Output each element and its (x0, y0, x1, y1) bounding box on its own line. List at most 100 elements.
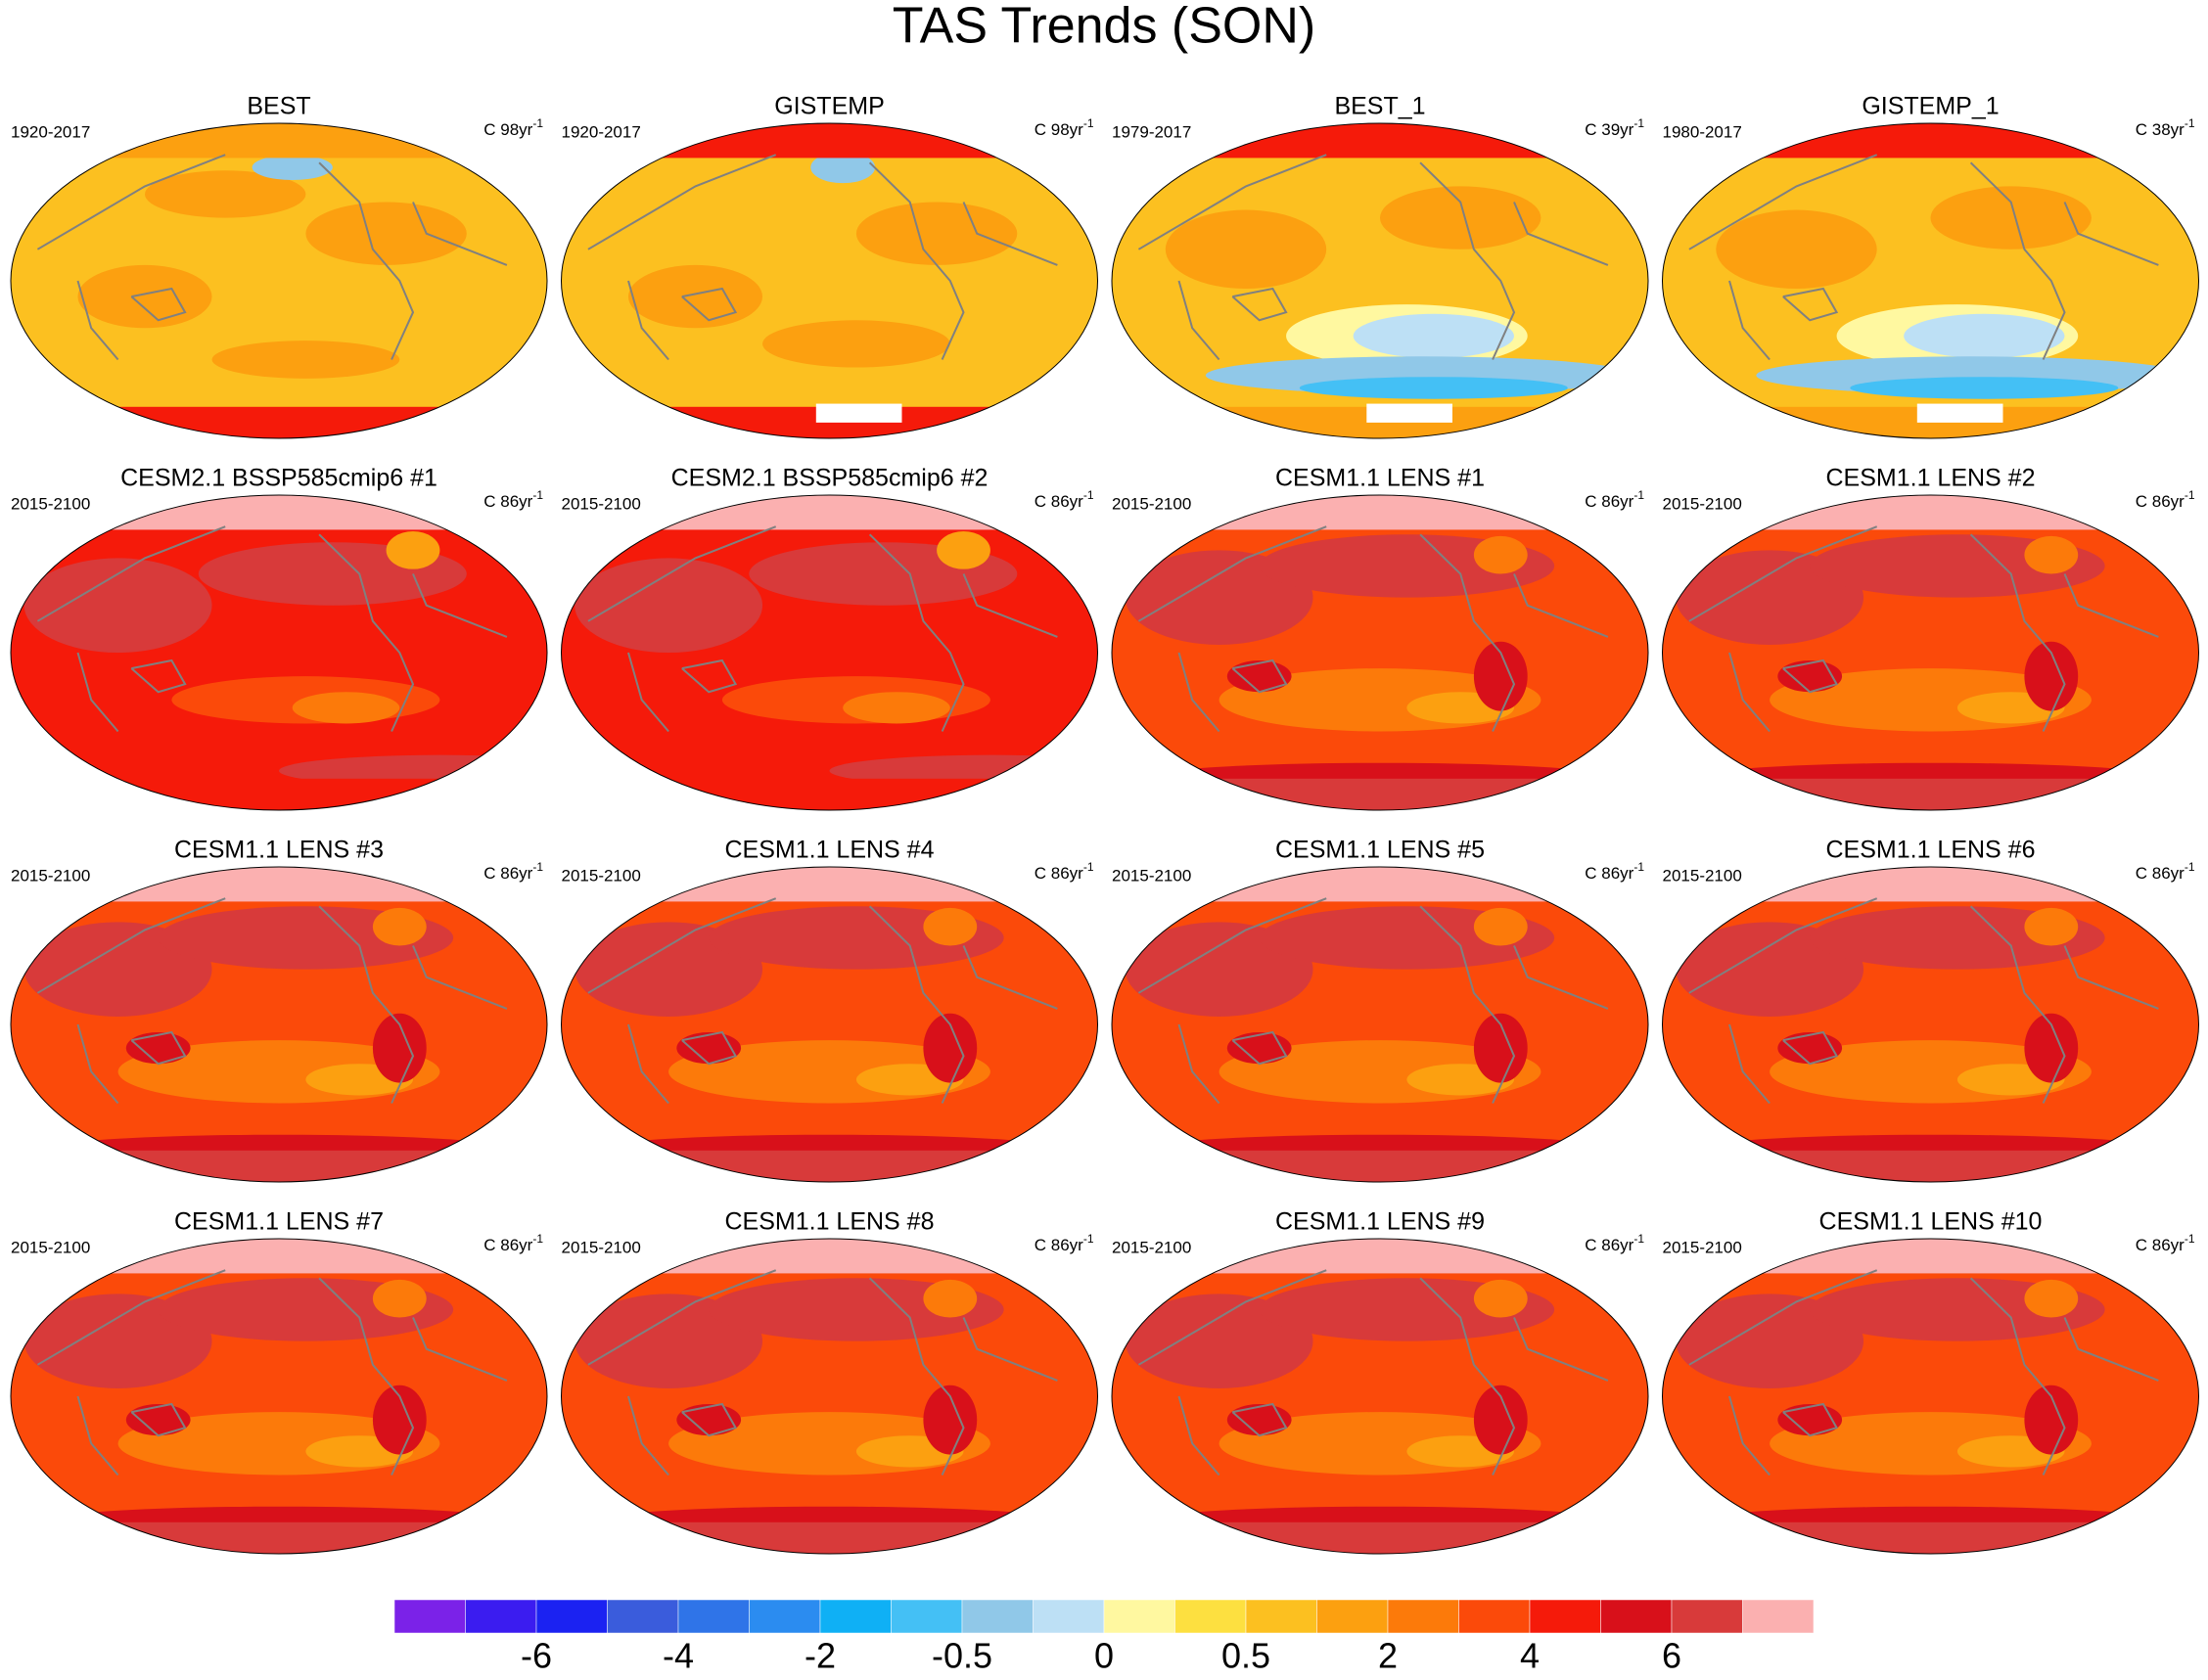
coastline (1782, 287, 1839, 322)
panel-period: 2015-2100 (11, 494, 90, 513)
polar-band (11, 123, 547, 159)
coastline (1137, 525, 1327, 622)
missing-data (815, 403, 902, 423)
polar-band (1112, 123, 1648, 159)
coastline (1177, 652, 1220, 733)
map-region (372, 907, 427, 946)
colorbar-box (1033, 1599, 1105, 1634)
colorbar-label: -0.5 (932, 1636, 992, 1676)
map (561, 123, 1098, 438)
colorbar-label: -2 (805, 1636, 836, 1676)
coastline (318, 161, 415, 360)
colorbar-box (1529, 1599, 1601, 1634)
polar-band (1112, 495, 1648, 530)
panel-units: C 86yr-1 (483, 488, 543, 511)
map (561, 495, 1098, 810)
coastline (1177, 280, 1220, 361)
map-panel: CESM1.1 LENS #6 2015-2100 C 86yr-1 (1662, 837, 2199, 1183)
map-region (1777, 660, 1843, 693)
coastline (36, 1269, 226, 1366)
polar-band (561, 1239, 1098, 1274)
coastline (130, 1030, 187, 1066)
polar-band (11, 1239, 547, 1274)
map-panel: CESM2.1 BSSP585cmip6 #1 2015-2100 C 86yr-1 (10, 465, 548, 811)
coastline (868, 161, 965, 360)
panel-period: 2015-2100 (1112, 494, 1191, 513)
map (1112, 867, 1648, 1182)
map-outline (561, 1238, 1098, 1555)
map-region (843, 692, 950, 724)
map-panel: CESM1.1 LENS #8 2015-2100 C 86yr-1 (561, 1208, 1098, 1555)
map-region (1930, 186, 2092, 250)
units-text: C 86yr (2136, 492, 2185, 511)
polar-band (11, 406, 547, 438)
map-region (125, 1404, 191, 1436)
units-text: C 86yr (483, 864, 532, 883)
units-text: C 39yr (1585, 120, 1633, 139)
map-region (1473, 907, 1528, 946)
coastline (681, 658, 738, 694)
panel-title: BEST (247, 93, 310, 120)
coastline (1688, 154, 1878, 250)
coastline (587, 1269, 777, 1366)
polar-band (11, 1150, 547, 1182)
polar-band (1112, 778, 1648, 810)
colorbar-box (891, 1599, 963, 1634)
coastline (1177, 1023, 1220, 1105)
units-exponent: -1 (532, 488, 543, 502)
units-text: C 86yr (1585, 1236, 1633, 1254)
map (561, 1239, 1098, 1554)
figure-title: TAS Trends (SON) (893, 0, 1315, 55)
panel-units: C 86yr-1 (1585, 860, 1644, 883)
units-exponent: -1 (532, 116, 543, 130)
map-outline (561, 866, 1098, 1183)
map-region (1473, 535, 1528, 574)
panel-units: C 39yr-1 (1585, 116, 1644, 139)
coastline (412, 202, 508, 266)
units-exponent: -1 (2185, 1232, 2195, 1246)
coastline (1782, 658, 1839, 694)
coastline (318, 905, 415, 1104)
coastline (1419, 905, 1516, 1104)
map-region (386, 531, 440, 569)
panel-units: C 86yr-1 (2136, 488, 2195, 511)
panel-period: 2015-2100 (562, 866, 641, 885)
polar-band (1662, 495, 2199, 530)
panel-title: CESM1.1 LENS #7 (174, 1208, 384, 1236)
coastline (76, 280, 119, 361)
polar-band (1662, 1150, 2199, 1182)
colorbar-box (819, 1599, 892, 1634)
panel-title: CESM1.1 LENS #1 (1275, 465, 1485, 492)
colorbar: -6 -4 -2 -0.5 0 0.5 2 4 6 (393, 1599, 1815, 1676)
units-exponent: -1 (532, 860, 543, 874)
coastline (318, 1277, 415, 1476)
polar-band (561, 495, 1098, 530)
coastline (2063, 1317, 2159, 1382)
coastline (1419, 161, 1516, 360)
map-panel: GISTEMP 1920-2017 C 98yr-1 (561, 93, 1098, 439)
units-exponent: -1 (1633, 488, 1644, 502)
coastline (627, 1023, 669, 1105)
polar-band (11, 778, 547, 810)
coastline (1137, 1269, 1327, 1366)
coastline (2063, 945, 2159, 1010)
units-text: C 86yr (1035, 1236, 1083, 1254)
panel-units: C 38yr-1 (2136, 116, 2195, 139)
map-region (676, 1404, 742, 1436)
coastline (587, 897, 777, 994)
map-outline (1111, 494, 1649, 811)
units-text: C 86yr (483, 492, 532, 511)
map (11, 867, 547, 1182)
colorbar-box (961, 1599, 1034, 1634)
panel-title: CESM1.1 LENS #3 (174, 837, 384, 864)
polar-band (1112, 867, 1648, 902)
coastline (130, 1402, 187, 1437)
panel-units: C 86yr-1 (2136, 860, 2195, 883)
panel-period: 2015-2100 (1663, 1238, 1742, 1256)
panel-period: 2015-2100 (562, 1238, 641, 1256)
units-exponent: -1 (1083, 488, 1094, 502)
colorbar-box (535, 1599, 608, 1634)
units-exponent: -1 (1633, 860, 1644, 874)
map-outline (10, 866, 548, 1183)
polar-band (1112, 1150, 1648, 1182)
